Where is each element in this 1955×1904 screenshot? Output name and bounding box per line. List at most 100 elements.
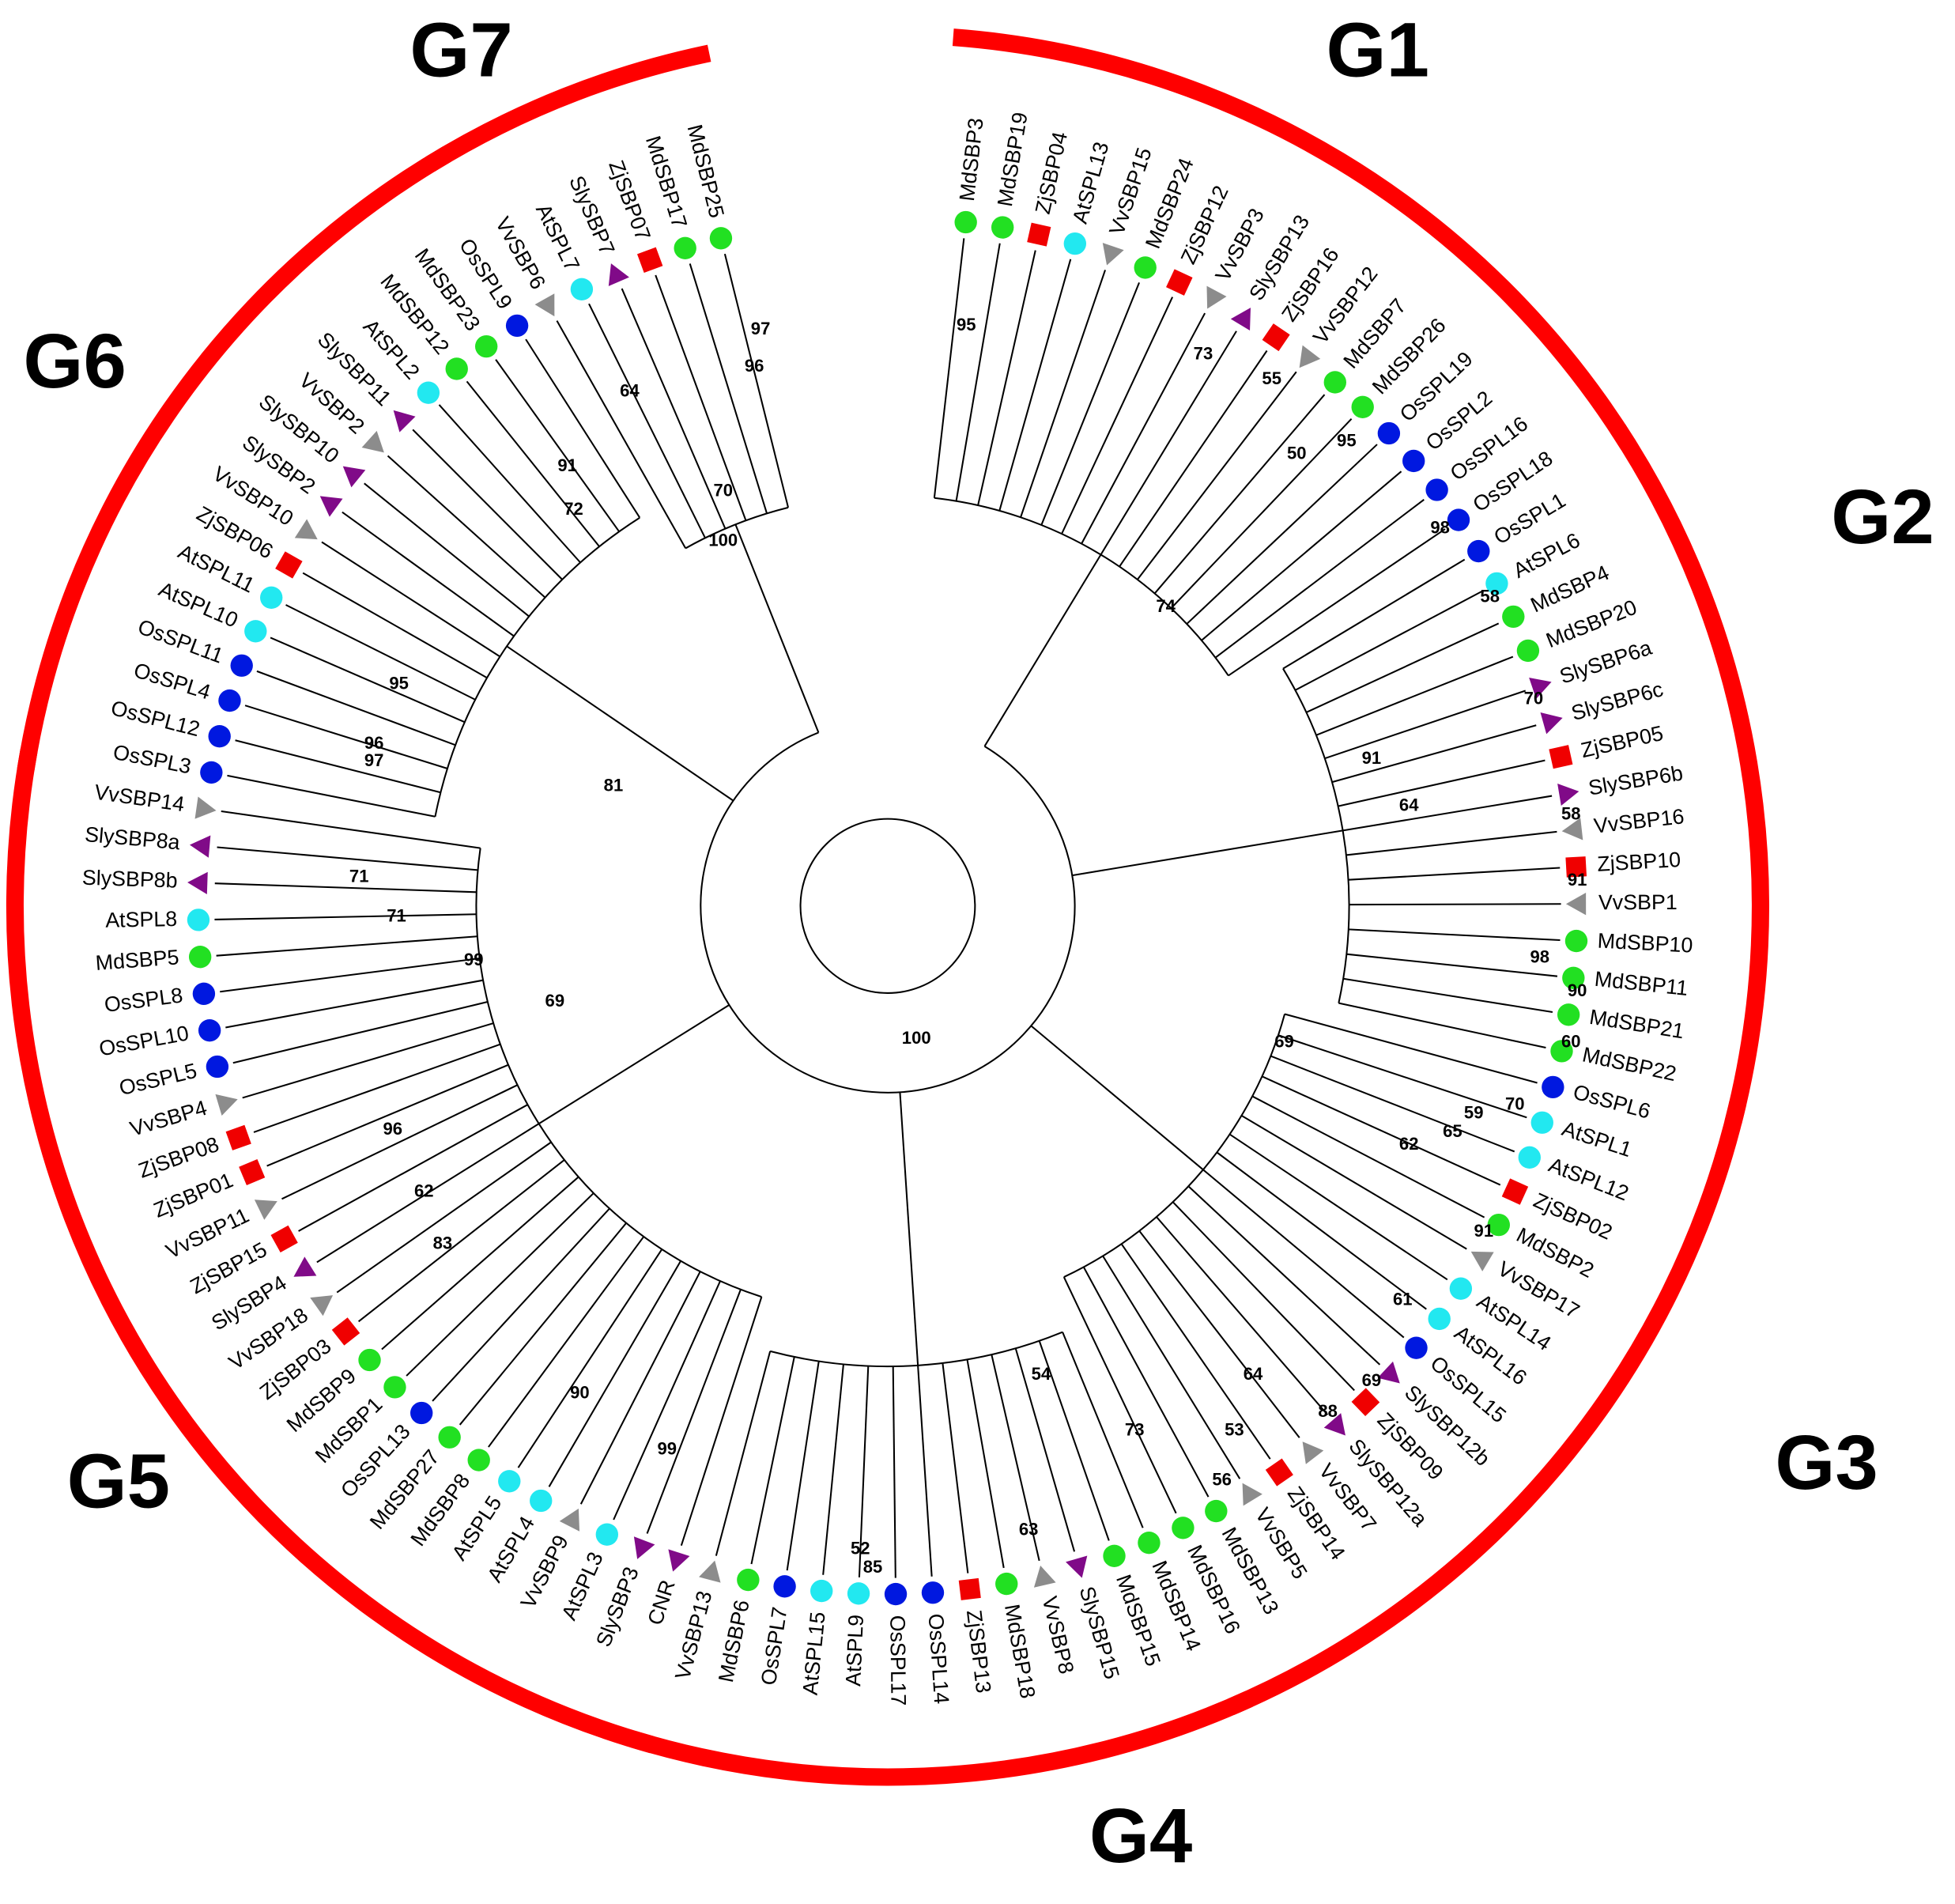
leaf-branch [1305,622,1500,713]
species-marker [699,1560,721,1583]
species-marker [1206,285,1227,309]
species-marker [208,725,231,748]
leaf-branch [858,1366,870,1577]
group-label: G3 [1775,1419,1878,1505]
leaf-label: MdSBP21 [1588,1005,1686,1044]
species-marker [1102,243,1124,266]
leaf-branch [235,739,441,794]
leaf-branch [214,882,477,893]
leaf-branch [1202,1169,1405,1339]
bootstrap-value: 95 [1337,431,1357,451]
bootstrap-value: 100 [902,1028,931,1048]
leaf-branch [977,250,1036,506]
leaf-branch [933,238,965,498]
leaf-label: MdSBP5 [95,945,180,975]
species-marker [1557,1003,1580,1026]
leaf-branch [232,1001,489,1064]
leaf-label: MdSBP22 [1580,1042,1678,1086]
species-marker [1501,1178,1529,1205]
species-marker [331,1317,360,1346]
bootstrap-value: 71 [349,866,369,886]
clade-stem [983,553,1102,747]
clade-stem [506,645,734,802]
species-marker [410,1401,433,1425]
species-marker [595,1523,619,1546]
species-marker [275,551,303,579]
species-marker [310,1295,334,1317]
leaf-branch [412,429,564,580]
bootstrap-value: 91 [1362,748,1382,768]
leaf-branch [1081,312,1206,545]
leaf-branch [955,243,1001,501]
leaf-label: VvSBP14 [93,780,187,817]
leaf-label: MdSBP19 [993,111,1032,209]
leaf-label: MdSBP25 [683,122,729,220]
species-marker [254,1199,277,1220]
leaf-branch [822,1364,844,1575]
leaf-branch [1014,1347,1076,1552]
bootstrap-value: 73 [1194,343,1213,363]
species-marker [189,835,211,858]
bootstrap-value: 74 [1156,596,1176,616]
species-marker [239,1159,266,1186]
species-marker [1557,784,1579,806]
species-marker [200,761,223,784]
species-marker [293,1256,317,1277]
species-marker [674,236,696,260]
species-marker [498,1470,521,1493]
group-label: G7 [409,7,512,93]
leaf-branch [723,253,790,508]
bootstrap-value: 70 [1524,688,1544,708]
species-marker [1565,893,1587,916]
leaf-branch [1284,1013,1538,1084]
group-label: G1 [1327,7,1429,93]
leaf-branch [459,1222,627,1426]
species-marker [1172,1517,1195,1539]
species-marker [342,466,366,488]
species-marker [1323,1413,1345,1436]
bootstrap-value: 62 [414,1181,434,1201]
leaf-label: MdSBP6 [714,1598,754,1684]
bootstrap-value: 97 [751,319,771,338]
bootstrap-value: 91 [1568,870,1587,890]
leaf-label: OsSPL12 [108,696,202,741]
bootstrap-value: 64 [1244,1364,1263,1384]
species-marker [393,410,416,433]
species-marker [1351,1388,1380,1416]
species-marker [1467,539,1490,563]
bootstrap-value: 56 [1212,1470,1232,1490]
leaf-branch [1251,1095,1485,1218]
species-marker [1230,308,1251,331]
species-marker [474,334,498,358]
bootstrap-value: 69 [1274,1032,1294,1052]
leaf-label: MdSBP10 [1597,929,1693,958]
leaf-branch [1156,1216,1329,1415]
clade-arc [1282,668,1350,1003]
species-marker [1540,712,1563,735]
leaf-branch [1228,528,1446,677]
leaf-branch [689,263,768,514]
species-marker [230,654,253,677]
clade-stem [1030,1025,1204,1171]
leaf-label: MdSBP17 [641,133,692,231]
species-marker [570,278,594,300]
leaf-branch [1270,1055,1515,1153]
species-marker [1542,1075,1564,1099]
species-marker [1351,395,1374,418]
leaf-label: VvSBP1 [1598,890,1678,914]
leaf-branch [242,1022,494,1099]
species-marker [187,871,208,895]
leaf-branch [1201,470,1402,641]
species-marker [1502,605,1525,629]
species-marker [1262,323,1290,352]
leaf-label: VvSBP13 [670,1589,716,1682]
leaf-branch [1240,1115,1467,1250]
leaf-branch [579,1271,701,1505]
leaf-branch [1062,1332,1144,1528]
leaf-branch [1214,499,1425,659]
leaf-branch [216,935,477,957]
leaf-branch [646,1289,742,1534]
species-marker [1470,1251,1494,1271]
bootstrap-value: 95 [957,315,976,334]
species-marker [260,586,283,609]
